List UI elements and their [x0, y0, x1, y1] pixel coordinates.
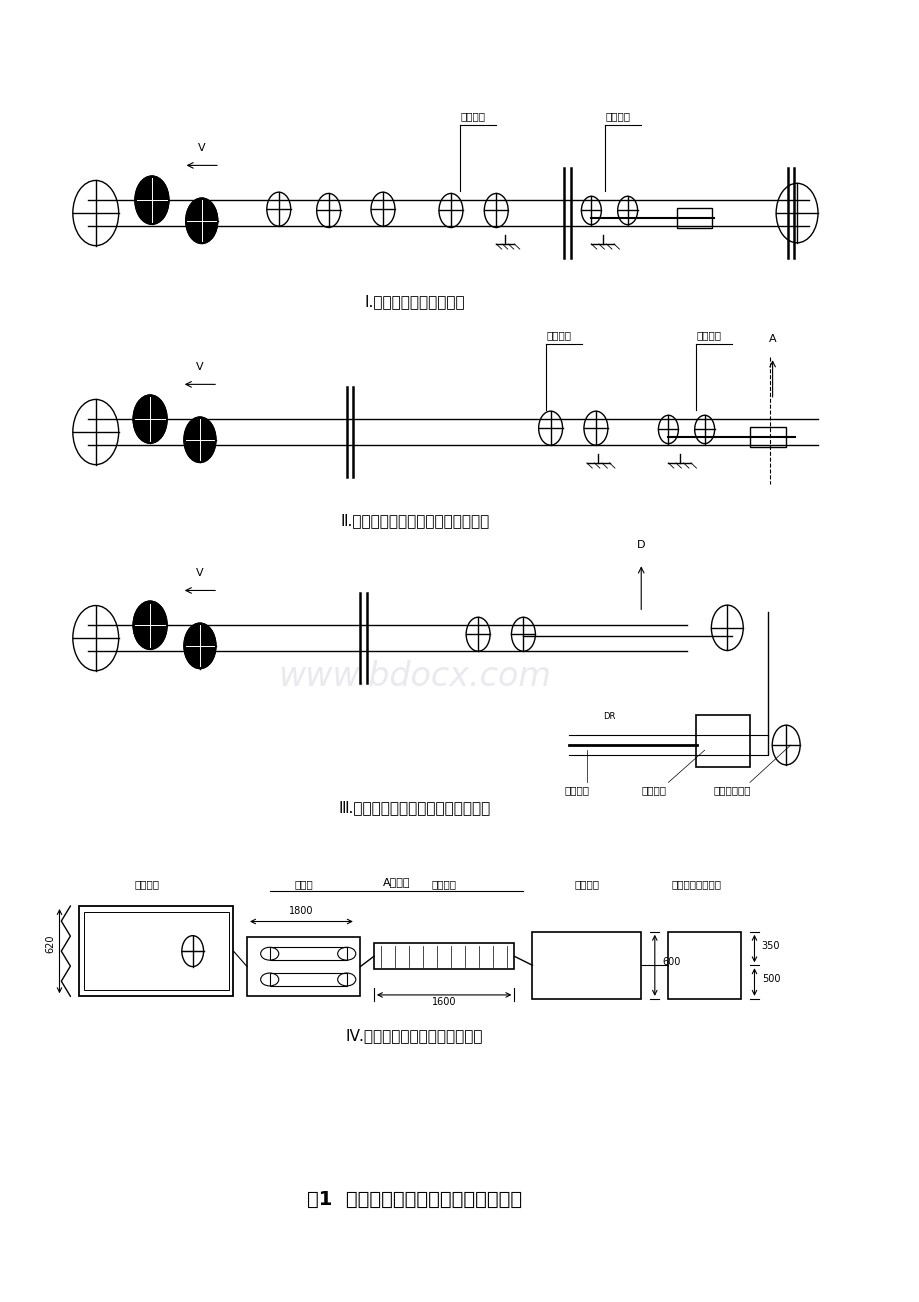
Text: 拉紧油罐: 拉紧油罐: [563, 785, 588, 794]
Circle shape: [184, 624, 216, 668]
Bar: [247, 937, 360, 996]
Bar: [269, 948, 346, 960]
Text: A: A: [768, 333, 776, 344]
Text: 1800: 1800: [289, 906, 313, 915]
Circle shape: [184, 417, 216, 462]
Text: 拉紧油罐: 拉紧油罐: [431, 879, 456, 889]
Text: 图1  自控液压拉紧装置布置形式参考图: 图1 自控液压拉紧装置布置形式参考图: [307, 1190, 522, 1208]
Bar: [676, 208, 711, 228]
Text: 350: 350: [761, 940, 779, 950]
Text: DR: DR: [603, 712, 615, 721]
Text: 拉紧小车: 拉紧小车: [641, 785, 665, 794]
Circle shape: [133, 602, 167, 650]
Text: 拉紧小车: 拉紧小车: [547, 329, 572, 340]
Text: Ⅰ.头部或中部拉紧示意图: Ⅰ.头部或中部拉紧示意图: [364, 294, 464, 309]
Text: 600: 600: [662, 957, 680, 967]
Text: D: D: [636, 540, 645, 549]
Circle shape: [186, 198, 218, 243]
Text: 电控笱（壁挂式）: 电控笱（壁挂式）: [670, 879, 720, 889]
Circle shape: [133, 395, 167, 443]
Text: 拉紧小车: 拉紧小车: [460, 111, 485, 121]
Bar: [695, 715, 749, 767]
Text: V: V: [196, 568, 203, 578]
Text: 拉紧小车: 拉紧小车: [135, 879, 160, 889]
Text: Ⅳ.液压拉紧装置平面布置参考图: Ⅳ.液压拉紧装置平面布置参考图: [346, 1029, 482, 1043]
Text: 500: 500: [761, 974, 779, 984]
Text: V: V: [198, 143, 205, 154]
Bar: [668, 932, 740, 999]
Text: Ⅲ.尾部拉紧示意图（特殊布置形式）: Ⅲ.尾部拉紧示意图（特殊布置形式）: [338, 799, 490, 815]
Text: 蓄能站: 蓄能站: [294, 879, 312, 889]
Bar: [269, 973, 346, 986]
Text: 拉紧油罐: 拉紧油罐: [606, 111, 630, 121]
Text: 620: 620: [45, 935, 55, 953]
Bar: [532, 932, 641, 999]
Bar: [749, 427, 786, 448]
Text: 拉紧油罐: 拉紧油罐: [696, 329, 720, 340]
Text: 水平改向滑轮: 水平改向滑轮: [713, 785, 751, 794]
Text: V: V: [196, 362, 203, 372]
Circle shape: [135, 176, 169, 224]
Text: 1600: 1600: [431, 997, 456, 1008]
Text: www.bdocx.com: www.bdocx.com: [278, 660, 550, 693]
Bar: [84, 913, 229, 990]
Text: Ⅱ.尾部拉紧示意图（一般布置形式）: Ⅱ.尾部拉紧示意图（一般布置形式）: [340, 513, 489, 527]
Text: 液压泵站: 液压泵站: [573, 879, 598, 889]
Text: A向放大: A向放大: [382, 878, 410, 888]
Bar: [79, 906, 233, 996]
Bar: [373, 944, 514, 969]
